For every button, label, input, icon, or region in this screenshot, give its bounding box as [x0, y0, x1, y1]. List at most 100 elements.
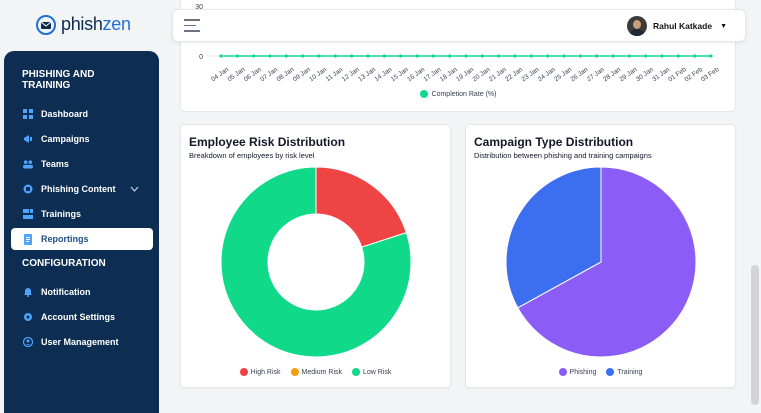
chart-legend: Completion Rate (%)	[181, 90, 735, 98]
pie-slice-high-risk	[315, 167, 407, 248]
data-point	[366, 54, 370, 58]
chevron-down-icon[interactable]	[130, 185, 139, 194]
logo-icon	[36, 14, 56, 35]
legend-item[interactable]: High Risk	[239, 368, 281, 376]
x-tick-label: 30 Jan	[635, 66, 655, 83]
sidebar: PHISHING AND TRAINING Dashboard Campaign…	[4, 51, 159, 413]
data-point	[382, 54, 386, 58]
y-tick-label: 30	[195, 4, 203, 11]
sidebar-item-trainings[interactable]: Trainings	[11, 203, 153, 225]
campaigns-icon	[23, 134, 33, 144]
x-tick-label: 14 Jan	[373, 66, 393, 83]
dashboard-icon	[23, 109, 33, 119]
sidebar-item-account-settings[interactable]: Account Settings	[11, 306, 153, 328]
legend-item[interactable]: Training	[606, 368, 642, 376]
phishing-content-icon	[23, 184, 33, 194]
data-point	[644, 54, 648, 58]
scrollbar-thumb[interactable]	[751, 265, 759, 405]
x-tick-label: 11 Jan	[325, 66, 345, 83]
pie-slice-phishing	[517, 167, 697, 358]
data-point	[235, 54, 239, 58]
data-point	[333, 54, 337, 58]
avatar	[627, 16, 648, 36]
reportings-icon	[23, 233, 33, 245]
x-tick-label: 12 Jan	[341, 66, 361, 83]
card-subtitle: Breakdown of employees by risk level	[189, 151, 315, 160]
sidebar-section-title: PHISHING AND TRAINING	[22, 69, 95, 91]
x-tick-label: 13 Jan	[357, 66, 377, 83]
data-point	[562, 54, 566, 58]
data-point	[513, 54, 517, 58]
x-tick-label: 24 Jan	[537, 66, 557, 83]
x-tick-label: 29 Jan	[618, 66, 638, 83]
legend-item[interactable]: Low Risk	[352, 368, 391, 376]
sidebar-item-label: User Management	[41, 337, 119, 347]
x-tick-label: 27 Jan	[586, 66, 606, 83]
x-tick-label: 07 Jan	[259, 66, 279, 83]
sidebar-item-teams[interactable]: Teams	[11, 153, 153, 175]
trainings-icon	[23, 209, 33, 219]
x-tick-label: 10 Jan	[308, 66, 328, 83]
x-tick-label: 09 Jan	[292, 66, 312, 83]
x-tick-label: 19 Jan	[455, 66, 475, 83]
settings-icon	[23, 312, 33, 322]
legend-item[interactable]: Phishing	[558, 368, 596, 376]
data-point	[709, 54, 713, 58]
x-tick-label: 16 Jan	[406, 66, 426, 83]
sidebar-item-reportings[interactable]: Reportings	[11, 228, 153, 250]
sidebar-item-label: Notification	[41, 287, 91, 297]
app-logo[interactable]: phishzen	[36, 14, 131, 35]
x-tick-label: 26 Jan	[569, 66, 589, 83]
sidebar-item-user-management[interactable]: User Management	[11, 331, 153, 353]
user-menu[interactable]: Rahul Katkade ▼	[627, 16, 727, 36]
data-point	[529, 54, 533, 58]
x-tick-label: 08 Jan	[275, 66, 295, 83]
data-point	[317, 54, 321, 58]
sidebar-item-label: Account Settings	[41, 312, 116, 322]
card-subtitle: Distribution between phishing and traini…	[474, 151, 652, 160]
data-point	[350, 54, 354, 58]
y-tick-label: 0	[199, 54, 203, 61]
sidebar-item-campaigns[interactable]: Campaigns	[11, 128, 153, 150]
data-point	[252, 54, 256, 58]
data-point	[693, 54, 697, 58]
x-tick-label: 17 Jan	[422, 66, 442, 83]
sidebar-item-label: Dashboard	[41, 109, 89, 119]
x-tick-label: 15 Jan	[390, 66, 410, 83]
x-tick-label: 06 Jan	[243, 66, 263, 83]
card-title: Employee Risk Distribution	[189, 135, 346, 149]
legend-swatch	[419, 90, 428, 98]
legend-item[interactable]: Medium Risk	[290, 368, 342, 376]
x-tick-label: 05 Jan	[226, 66, 246, 83]
campaign-pie-chart	[505, 167, 697, 358]
data-point	[399, 54, 403, 58]
data-point	[595, 54, 599, 58]
data-point	[660, 54, 664, 58]
sidebar-item-label: Campaigns	[41, 134, 90, 144]
data-point	[415, 54, 419, 58]
x-tick-label: 23 Jan	[520, 66, 540, 83]
completion-rate-chart-card: 0 30 04 Jan 05 Jan 06 Jan 07 Jan 08 Jan 09 Jan 1…	[180, 0, 736, 112]
menu-toggle-icon[interactable]	[184, 19, 200, 33]
x-tick-label: 25 Jan	[553, 66, 573, 83]
x-tick-label: 03 Feb	[700, 66, 721, 84]
pie-slice-low-risk	[220, 167, 412, 358]
x-tick-label: 21 Jan	[488, 66, 508, 83]
sidebar-item-label: Teams	[41, 159, 69, 169]
card-title: Campaign Type Distribution	[474, 135, 634, 149]
sidebar-item-dashboard[interactable]: Dashboard	[11, 103, 153, 125]
chart-legend: High Risk Medium Risk Low Risk	[181, 368, 450, 376]
campaign-type-card: Campaign Type Distribution Distribution …	[465, 124, 736, 388]
sidebar-item-label: Trainings	[41, 209, 82, 219]
sidebar-item-phishing-content[interactable]: Phishing Content	[11, 178, 153, 200]
sidebar-item-notification[interactable]: Notification	[11, 281, 153, 303]
page-scrollbar[interactable]	[749, 0, 761, 413]
data-point	[268, 54, 272, 58]
risk-donut-chart	[220, 167, 412, 358]
top-header: Rahul Katkade ▼	[172, 9, 746, 42]
data-point	[219, 54, 223, 58]
data-point	[676, 54, 680, 58]
data-point	[448, 54, 452, 58]
x-tick-label: 18 Jan	[439, 66, 459, 83]
